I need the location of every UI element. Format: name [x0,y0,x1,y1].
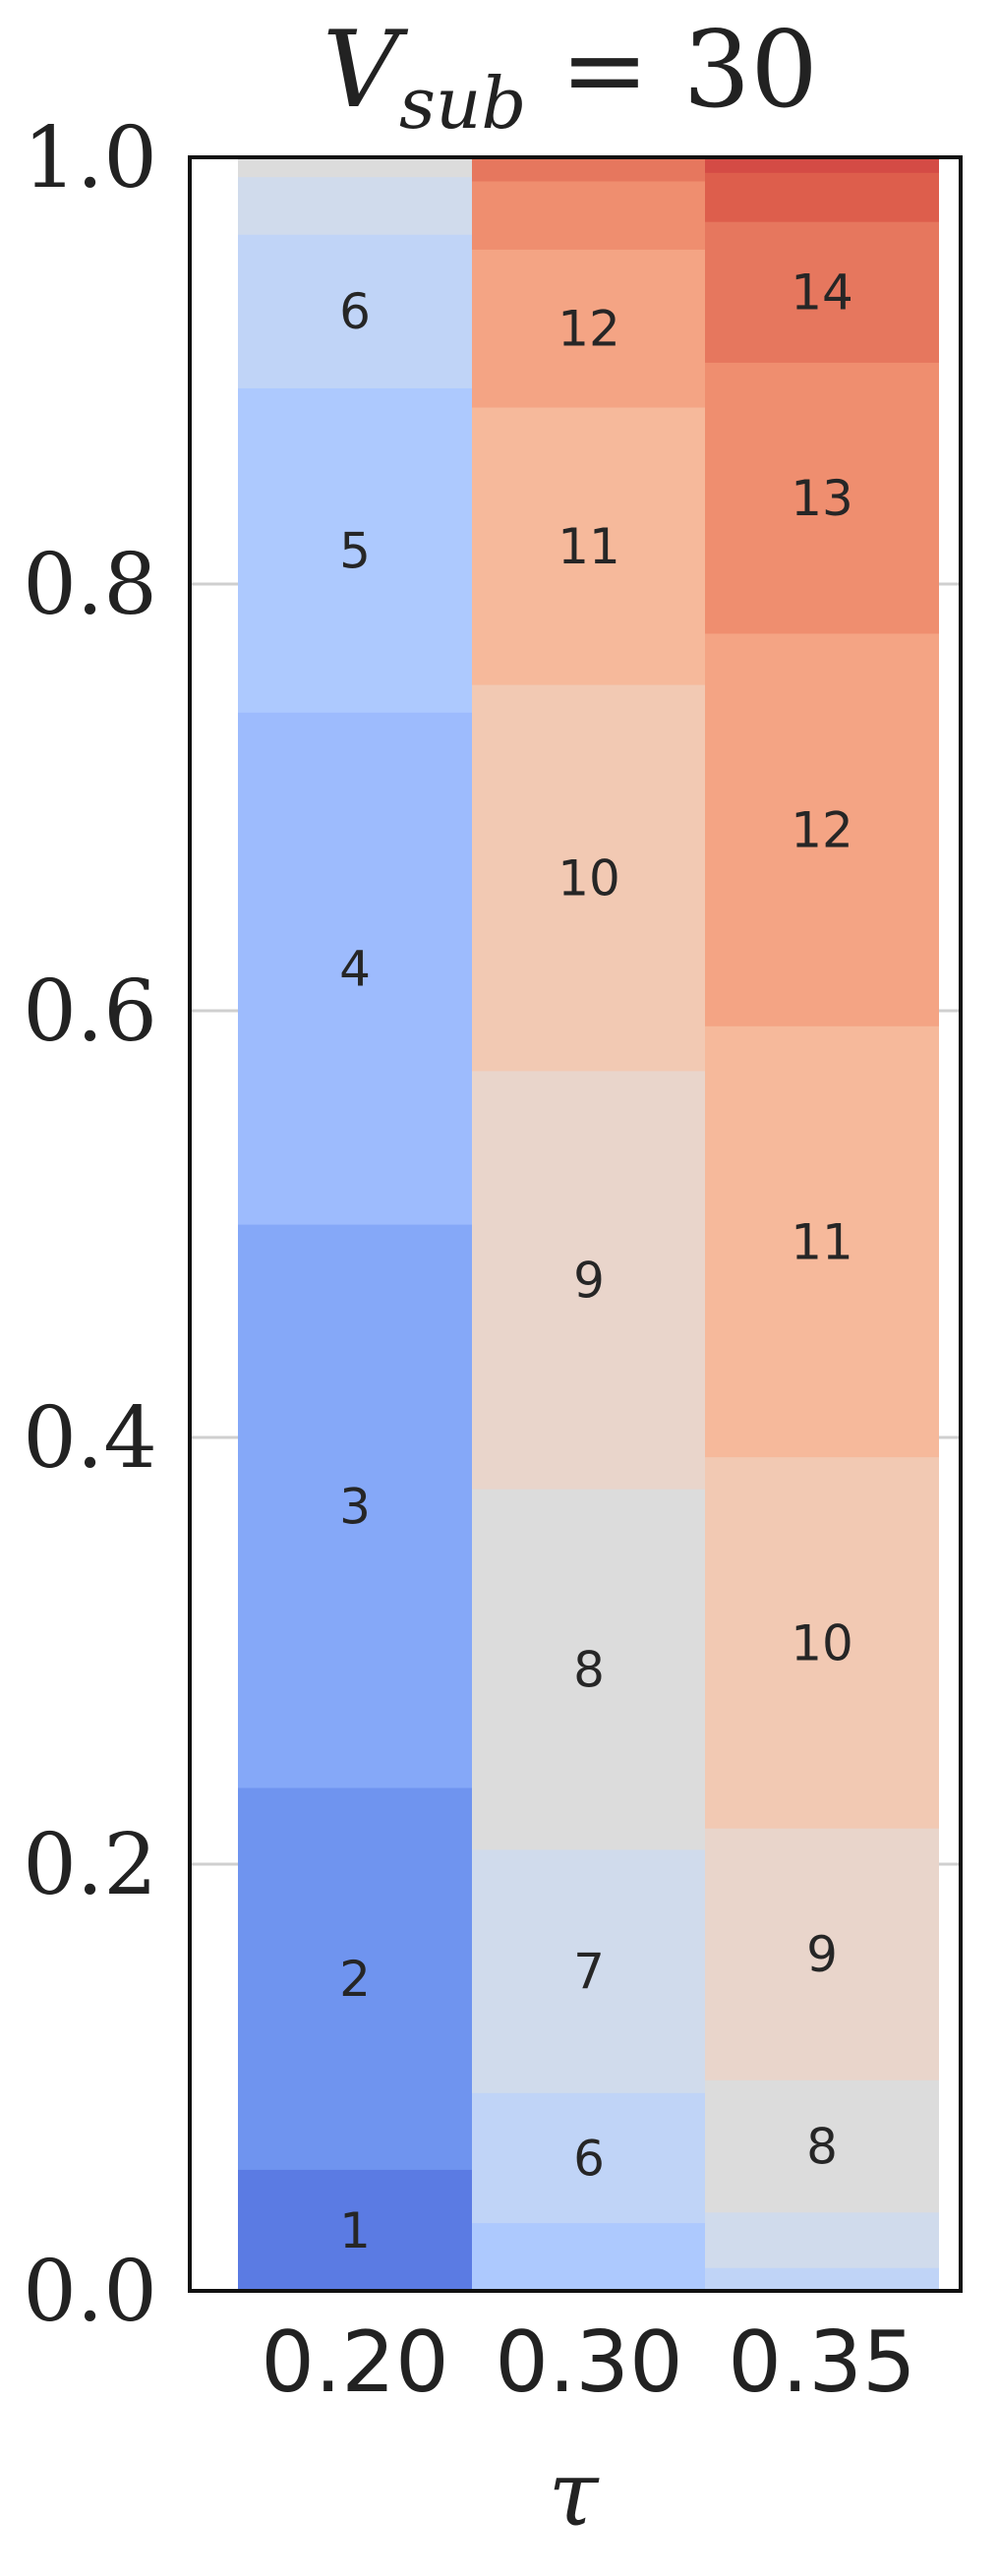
x-tick-label: 0.35 [728,2313,915,2412]
segment-label: 11 [791,1213,853,1270]
bar-segment-0.20-1 [238,2169,472,2292]
y-tick-label: 0.8 [23,536,157,634]
bar-segment-0.35-15 [705,172,939,222]
segment-label: 6 [573,2130,605,2187]
segment-label: 6 [339,283,371,340]
bar-segment-0.30-11 [472,406,706,685]
segment-label: 14 [791,264,853,322]
segment-label: 10 [558,849,620,907]
bar-segment-0.35-13 [705,362,939,634]
x-tick-labels: 0.20 0.30 0.35 [261,2313,915,2412]
segment-label: 9 [806,1926,838,1983]
y-tick-label: 0.0 [23,2243,157,2341]
chart-title-main: V [323,9,409,132]
bar-segment-0.30-8 [472,1489,706,1850]
y-tick-label: 0.4 [23,1389,157,1488]
chart-title: Vsub = 30 [323,9,818,145]
segment-label: 2 [339,1951,371,2008]
segment-label: 1 [339,2202,371,2259]
bar-segment-0.35-9 [705,1828,939,2080]
segment-label: 5 [339,522,371,579]
bar-segment-0.35-7 [705,2211,939,2268]
bar-segment-0.20-8 [238,157,472,178]
bar-segment-0.20-4 [238,712,472,1225]
bar-segment-0.20-7 [238,176,472,235]
bar-segment-0.30-10 [472,683,706,1072]
bars-layer [238,157,939,2292]
segment-label: 4 [339,941,371,998]
bar-segment-0.20-3 [238,1224,472,1788]
segment-label: 11 [558,518,620,575]
bar-segment-0.35-6 [705,2267,939,2292]
bar-segment-0.35-14 [705,221,939,363]
bar-segment-0.35-16 [705,157,939,173]
bar-segment-0.30-14 [472,157,706,182]
bar-segment-0.30-5 [472,2222,706,2292]
segment-label: 9 [573,1252,605,1309]
bar-segment-0.20-2 [238,1786,472,2170]
bar-segment-0.30-13 [472,180,706,250]
x-tick-label: 0.20 [261,2313,448,2412]
bar-segment-0.30-9 [472,1070,706,1490]
segment-label: 13 [791,470,853,527]
segment-label: 3 [339,1478,371,1535]
bar-segment-0.30-6 [472,2092,706,2224]
x-axis-label: τ [549,2441,601,2547]
segment-label: 7 [573,1944,605,2001]
segment-label: 12 [791,802,853,859]
bar-segment-0.30-7 [472,1848,706,2093]
x-tick-label: 0.30 [495,2313,682,2412]
segment-label: 10 [791,1614,853,1671]
segment-label: 8 [573,1641,605,1698]
y-tick-labels: 0.0 0.2 0.4 0.6 0.8 1.0 [23,109,157,2341]
bar-segment-0.35-11 [705,1025,939,1458]
bar-segment-0.20-6 [238,234,472,388]
bar-segment-0.35-10 [705,1456,939,1829]
chart-title-rest: = 30 [526,9,818,132]
bar-segment-0.20-5 [238,387,472,713]
plot-frame [188,155,963,2293]
bar-segment-0.35-8 [705,2079,939,2213]
chart-title-subscript: sub [399,62,526,145]
segment-label: 8 [806,2118,838,2175]
y-tick-label: 0.2 [23,1816,157,1914]
y-tick-label: 0.6 [23,963,157,1061]
bar-segment-0.35-12 [705,632,939,1026]
y-tick-label: 1.0 [23,109,157,207]
segment-label: 12 [558,301,620,358]
bar-segment-0.30-12 [472,249,706,408]
